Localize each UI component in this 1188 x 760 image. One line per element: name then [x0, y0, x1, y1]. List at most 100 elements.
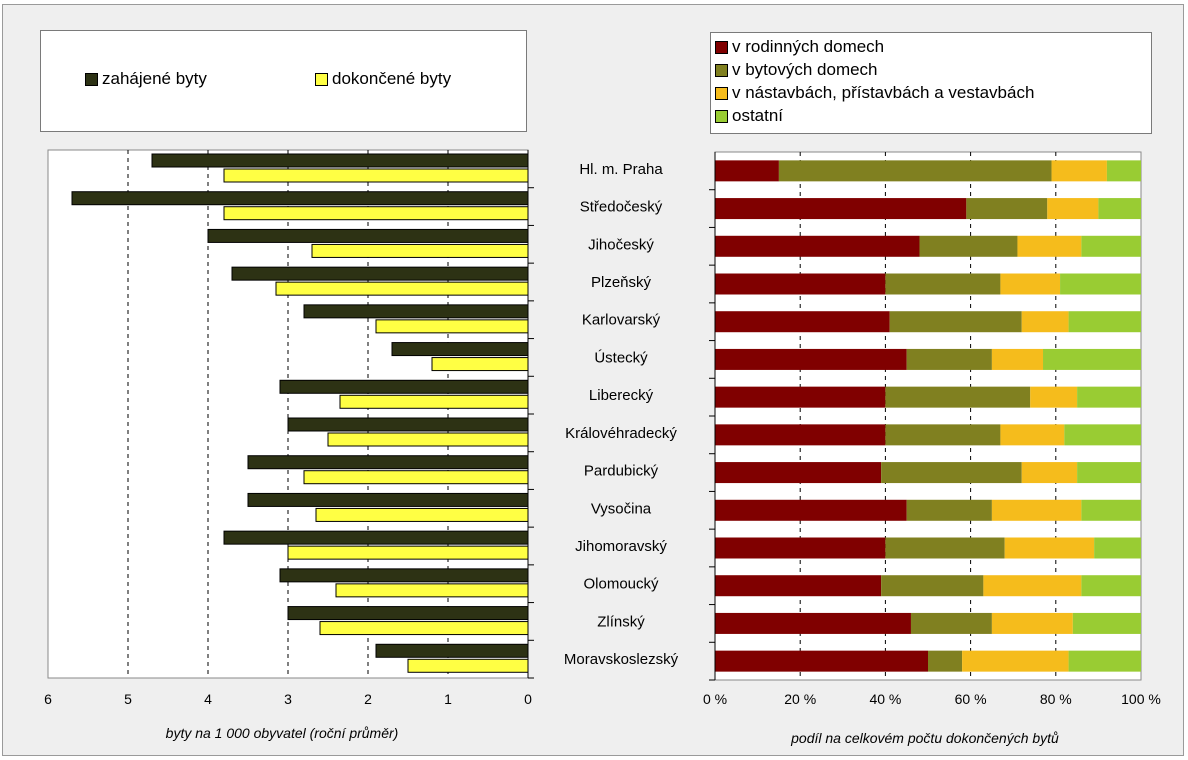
- category-label-zlinsky: Zlínský: [597, 613, 645, 630]
- left-bar-zahajene-byty-karlovarsky: [303, 304, 529, 319]
- category-label-pardubicky: Pardubický: [584, 463, 659, 480]
- right-bar-v-rodinnych-domech-karlovarsky: [715, 311, 890, 333]
- category-label-plzensky: Plzeňský: [591, 274, 652, 291]
- category-label-moravskoslezsky: Moravskoslezský: [564, 651, 679, 668]
- left-bar-zahajene-byty-hl-m-praha: [151, 153, 529, 168]
- legend-label-extensions: v nástavbách, přístavbách a vestavbách: [732, 83, 1035, 102]
- right-bar-v-nastavbach-pristavbach-a-vestavbach-karlovarsky: [1021, 311, 1069, 333]
- legend-item-extensions: v nástavbách, přístavbách a vestavbách: [715, 83, 1034, 103]
- legend-label-family-houses: v rodinných domech: [732, 37, 885, 56]
- left-bar-zahajene-byty-jihomoravsky: [223, 530, 529, 545]
- left-bar-dokoncene-byty-stredocesky: [223, 206, 529, 221]
- right-bar-v-nastavbach-pristavbach-a-vestavbach-ustecky: [991, 348, 1044, 370]
- right-bar-ostatni-stredocesky: [1098, 198, 1141, 220]
- right-bar-v-rodinnych-domech-plzensky: [715, 273, 886, 295]
- left-x-tick-label: 0: [524, 691, 532, 707]
- right-bar-v-nastavbach-pristavbach-a-vestavbach-olomoucky: [983, 575, 1082, 597]
- legend-swatch-family-houses: [715, 40, 728, 54]
- right-bar-v-nastavbach-pristavbach-a-vestavbach-plzensky: [1000, 273, 1061, 295]
- left-x-tick-label: 4: [204, 691, 212, 707]
- category-label-liberecky: Liberecký: [589, 387, 654, 404]
- left-bar-zahajene-byty-vysocina: [247, 492, 529, 507]
- legend-label-other: ostatní: [732, 106, 784, 125]
- right-bar-v-nastavbach-pristavbach-a-vestavbach-moravskoslezsky: [962, 650, 1069, 672]
- legend-swatch-started: [85, 72, 98, 86]
- left-bar-dokoncene-byty-plzensky: [275, 281, 529, 296]
- legend-label-started: zahájené byty: [102, 69, 207, 88]
- left-bar-zahajene-byty-kralovehradecky: [287, 417, 529, 432]
- right-bar-v-rodinnych-domech-kralovehradecky: [715, 424, 886, 446]
- right-bar-ostatni-plzensky: [1060, 273, 1141, 295]
- right-bar-v-rodinnych-domech-hl-m-praha: [715, 160, 779, 182]
- legend-item-started: zahájené byty: [85, 69, 207, 89]
- right-bar-v-nastavbach-pristavbach-a-vestavbach-pardubicky: [1021, 462, 1078, 484]
- right-x-tick-label: 80 %: [1040, 691, 1072, 707]
- right-bar-v-bytovych-domech-jihocesky: [919, 235, 1018, 257]
- right-bar-ostatni-ustecky: [1043, 348, 1141, 370]
- right-x-tick-label: 20 %: [784, 691, 816, 707]
- right-x-axis-title: podíl na celkovém počtu dokončených bytů: [790, 730, 1059, 746]
- left-bar-zahajene-byty-pardubicky: [247, 455, 529, 470]
- left-bar-zahajene-byty-liberecky: [279, 379, 529, 394]
- left-bar-zahajene-byty-moravskoslezsky: [375, 643, 529, 658]
- left-bar-dokoncene-byty-jihocesky: [311, 243, 529, 258]
- legend-label-completed: dokončené byty: [332, 69, 452, 88]
- left-bar-zahajene-byty-zlinsky: [287, 606, 529, 621]
- legend-label-apartment-buildings: v bytových domech: [732, 60, 878, 79]
- right-bar-ostatni-hl-m-praha: [1106, 160, 1141, 182]
- left-x-axis-title: byty na 1 000 obyvatel (roční průměr): [166, 725, 399, 741]
- right-bar-v-bytovych-domech-liberecky: [885, 386, 1031, 408]
- right-bar-v-rodinnych-domech-jihocesky: [715, 235, 920, 257]
- legend-item-other: ostatní: [715, 106, 783, 126]
- right-x-tick-label: 0 %: [703, 691, 727, 707]
- left-bar-dokoncene-byty-hl-m-praha: [223, 168, 529, 183]
- category-label-kralovehradecky: Královéhradecký: [565, 425, 677, 442]
- right-bar-v-bytovych-domech-olomoucky: [881, 575, 984, 597]
- right-bar-v-bytovych-domech-plzensky: [885, 273, 1001, 295]
- category-label-stredocesky: Středočeský: [580, 199, 663, 216]
- right-bar-v-rodinnych-domech-jihomoravsky: [715, 537, 886, 559]
- legend-item-completed: dokončené byty: [315, 69, 451, 89]
- right-bar-v-bytovych-domech-hl-m-praha: [778, 160, 1052, 182]
- category-label-jihomoravsky: Jihomoravský: [575, 538, 667, 555]
- right-bar-ostatni-vysocina: [1081, 499, 1141, 521]
- category-label-jihocesky: Jihočeský: [588, 236, 654, 253]
- right-bar-v-bytovych-domech-vysocina: [906, 499, 992, 521]
- right-bar-v-bytovych-domech-zlinsky: [910, 612, 992, 634]
- legend-swatch-extensions: [715, 86, 728, 100]
- left-x-tick-label: 5: [124, 691, 132, 707]
- legend-swatch-apartment-buildings: [715, 63, 728, 77]
- right-plot-area: [714, 151, 1142, 681]
- legend-item-apartment-buildings: v bytových domech: [715, 60, 878, 80]
- legend-item-family-houses: v rodinných domech: [715, 37, 884, 57]
- legend-left: zahájené byty dokončené byty: [40, 30, 527, 132]
- left-bar-dokoncene-byty-ustecky: [431, 357, 529, 372]
- right-bar-v-rodinnych-domech-zlinsky: [715, 612, 911, 634]
- right-bar-v-nastavbach-pristavbach-a-vestavbach-stredocesky: [1047, 198, 1099, 220]
- right-bar-v-rodinnych-domech-liberecky: [715, 386, 886, 408]
- right-bar-v-nastavbach-pristavbach-a-vestavbach-jihomoravsky: [1004, 537, 1095, 559]
- left-bar-zahajene-byty-olomoucky: [279, 568, 529, 583]
- legend-right: v rodinných domech v bytových domech v n…: [710, 32, 1152, 134]
- right-bar-ostatni-kralovehradecky: [1064, 424, 1141, 446]
- right-bar-v-rodinnych-domech-ustecky: [715, 348, 907, 370]
- right-bar-v-nastavbach-pristavbach-a-vestavbach-liberecky: [1030, 386, 1078, 408]
- right-bar-v-bytovych-domech-kralovehradecky: [885, 424, 1001, 446]
- left-bar-zahajene-byty-plzensky: [231, 266, 529, 281]
- right-bar-v-rodinnych-domech-pardubicky: [715, 462, 882, 484]
- right-bar-ostatni-karlovarsky: [1068, 311, 1141, 333]
- left-x-tick-label: 2: [364, 691, 372, 707]
- category-label-olomoucky: Olomoucký: [583, 576, 659, 593]
- right-bar-v-bytovych-domech-moravskoslezsky: [928, 650, 963, 672]
- right-bar-v-bytovych-domech-pardubicky: [881, 462, 1022, 484]
- right-bar-ostatni-olomoucky: [1081, 575, 1141, 597]
- right-bar-v-nastavbach-pristavbach-a-vestavbach-hl-m-praha: [1051, 160, 1107, 182]
- right-bar-ostatni-pardubicky: [1077, 462, 1141, 484]
- right-bar-v-nastavbach-pristavbach-a-vestavbach-vysocina: [991, 499, 1082, 521]
- right-bar-v-rodinnych-domech-vysocina: [715, 499, 907, 521]
- right-bar-v-nastavbach-pristavbach-a-vestavbach-zlinsky: [991, 612, 1073, 634]
- right-bar-v-bytovych-domech-karlovarsky: [889, 311, 1022, 333]
- left-bar-zahajene-byty-stredocesky: [71, 191, 529, 206]
- right-x-tick-label: 100 %: [1121, 691, 1161, 707]
- left-x-tick-label: 6: [44, 691, 52, 707]
